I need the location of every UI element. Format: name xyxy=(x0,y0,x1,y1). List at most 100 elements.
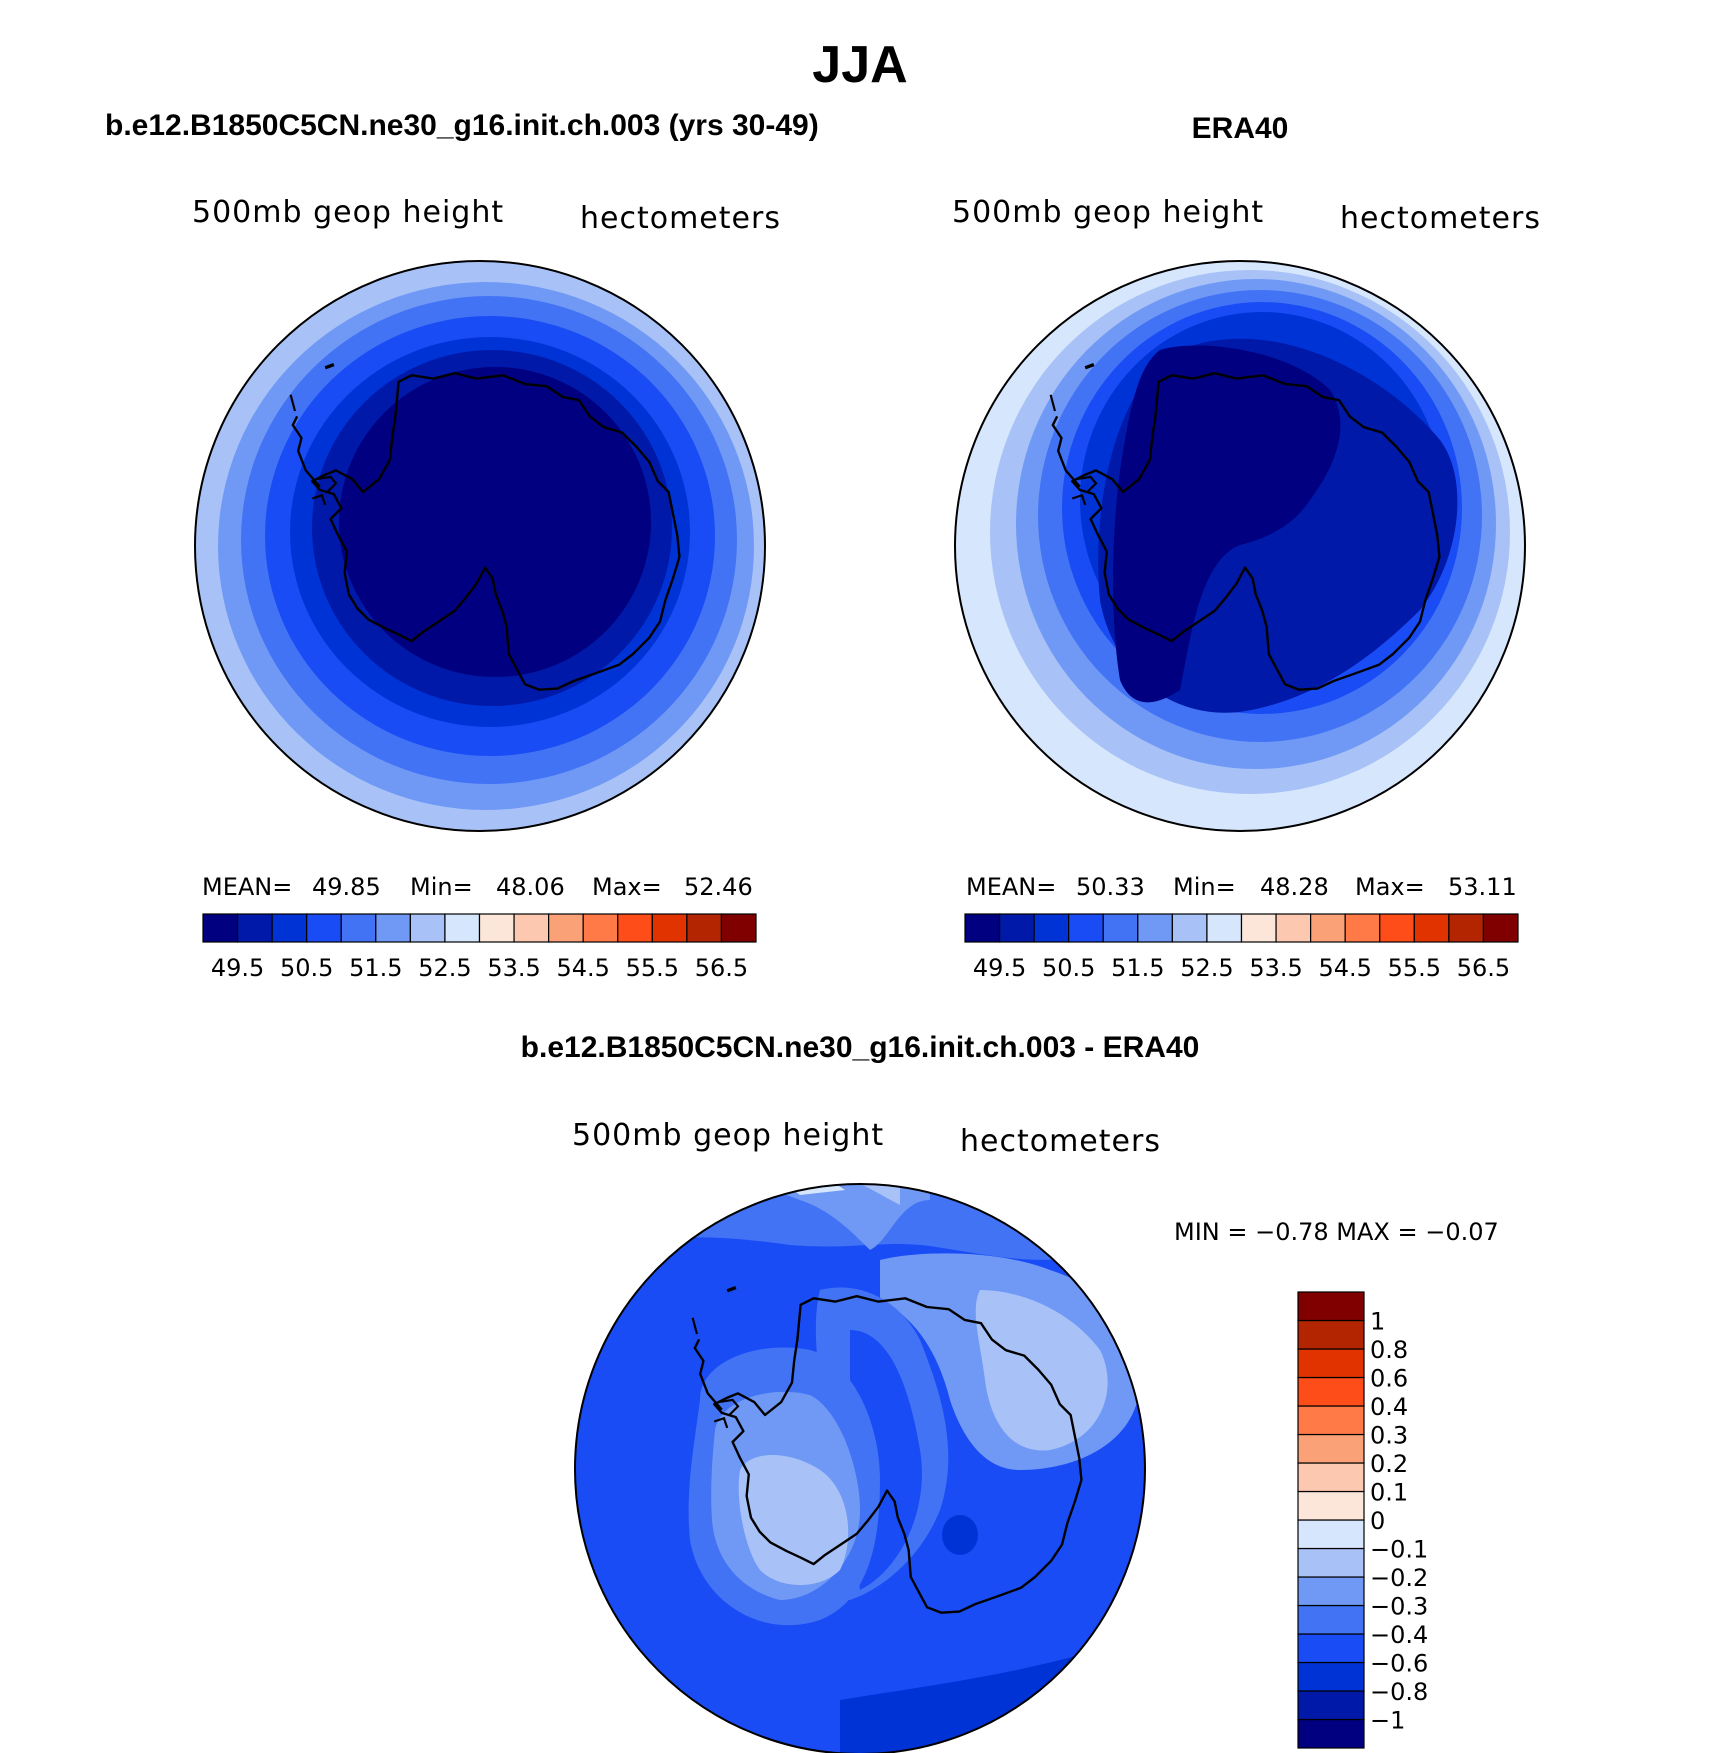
panel-diff-colorbar-tick-label: 0.1 xyxy=(1370,1479,1408,1507)
panel-diff-units-label: hectometers xyxy=(960,1124,1161,1159)
panel-diff-colorbar-tick-label: −0.6 xyxy=(1370,1650,1428,1678)
panel-obs-colorbar-swatch xyxy=(1102,913,1139,943)
panel-obs-colorbar-tick-label: 49.5 xyxy=(973,954,1026,982)
panel-obs-colorbar-swatch xyxy=(1379,913,1415,943)
panel-obs: ERA40 500mb geop height hectometers MEAN… xyxy=(952,112,1541,982)
panel-obs-colorbar-swatch xyxy=(1240,913,1277,943)
panel-obs-variable-label: 500mb geop height xyxy=(952,195,1264,230)
panel-obs-colorbar-swatch xyxy=(1068,913,1104,943)
panel-model-mean-value: 49.85 xyxy=(312,873,381,901)
panel-obs-colorbar-swatch xyxy=(1171,913,1208,943)
panel-obs-map xyxy=(955,261,1525,831)
panel-model-colorbar-tick-label: 53.5 xyxy=(487,954,540,982)
panel-obs-colorbar-swatch xyxy=(1275,913,1312,943)
panel-obs-colorbar-swatch xyxy=(1310,913,1346,943)
panel-model-min-label: Min= xyxy=(410,873,473,901)
panel-diff-colorbar-swatch xyxy=(1297,1376,1365,1407)
panel-obs-mean-label: MEAN= xyxy=(966,873,1056,901)
panel-diff: b.e12.B1850C5CN.ne30_g16.init.ch.003 - E… xyxy=(521,1031,1499,1753)
panel-obs-colorbar-tick-label: 52.5 xyxy=(1180,954,1233,982)
panel-diff-colorbar-swatch xyxy=(1297,1433,1365,1464)
panel-model-colorbar-tick-label: 51.5 xyxy=(349,954,402,982)
panel-obs-colorbar-swatch xyxy=(1448,913,1485,943)
panel-diff-colorbar-swatch xyxy=(1297,1319,1365,1350)
panel-model-colorbar-swatch xyxy=(686,913,723,943)
panel-obs-colorbar-swatch xyxy=(1344,913,1381,943)
panel-model-map-border xyxy=(194,260,766,832)
panel-model-colorbar-swatch xyxy=(340,913,377,943)
panel-diff-variable-label: 500mb geop height xyxy=(572,1118,884,1153)
panel-diff-colorbar-swatch xyxy=(1297,1547,1365,1578)
figure-title: JJA xyxy=(812,36,907,94)
panel-obs-max-label: Max= xyxy=(1355,873,1425,901)
panel-model-colorbar-swatch xyxy=(375,913,411,943)
panel-diff-colorbar-swatch xyxy=(1297,1462,1365,1493)
panel-diff-colorbar-swatch xyxy=(1297,1348,1365,1379)
panel-diff-title: b.e12.B1850C5CN.ne30_g16.init.ch.003 - E… xyxy=(521,1031,1200,1064)
panel-obs-colorbar-swatch xyxy=(1033,913,1070,943)
panel-diff-colorbar-swatch xyxy=(1297,1604,1365,1635)
panel-diff-colorbar-swatch xyxy=(1297,1690,1365,1721)
panel-diff-colorbar-tick-label: −1 xyxy=(1370,1707,1405,1735)
panel-model-colorbar-swatch xyxy=(306,913,342,943)
panel-diff-colorbar-swatch xyxy=(1297,1291,1365,1322)
panel-model-colorbar-swatch xyxy=(202,913,239,943)
panel-diff-minmax: MIN = −0.78 MAX = −0.07 xyxy=(1174,1218,1499,1246)
panel-model-map xyxy=(195,261,765,831)
panel-model-colorbar-tick-label: 52.5 xyxy=(418,954,471,982)
panel-obs-stats: MEAN= 50.33 Min= 48.28 Max= 53.11 xyxy=(966,873,1517,901)
panel-obs-colorbar-tick-label: 50.5 xyxy=(1042,954,1095,982)
panel-model-stats: MEAN= 49.85 Min= 48.06 Max= 52.46 xyxy=(202,873,753,901)
panel-obs-colorbar-tick-label: 51.5 xyxy=(1111,954,1164,982)
panel-model-colorbar-tick-label: 49.5 xyxy=(211,954,264,982)
panel-model-colorbar-swatch xyxy=(720,913,757,943)
panel-obs-max-value: 53.11 xyxy=(1448,873,1517,901)
panel-diff-colorbar-swatch xyxy=(1297,1576,1365,1607)
panel-model-max-label: Max= xyxy=(592,873,662,901)
panel-diff-colorbar-tick-label: −0.1 xyxy=(1370,1536,1428,1564)
panel-obs-colorbar-swatch xyxy=(964,913,1001,943)
panel-diff-colorbar-tick-label: −0.4 xyxy=(1370,1621,1428,1649)
panel-model-colorbar-swatch xyxy=(582,913,619,943)
panel-model-title: b.e12.B1850C5CN.ne30_g16.init.ch.003 (yr… xyxy=(105,109,819,142)
panel-obs-min-value: 48.28 xyxy=(1260,873,1329,901)
panel-model-colorbar-swatch xyxy=(236,913,273,943)
panel-obs-colorbar-swatch xyxy=(1482,913,1519,943)
panel-model: b.e12.B1850C5CN.ne30_g16.init.ch.003 (yr… xyxy=(105,109,819,982)
panel-diff-colorbar-tick-label: 0 xyxy=(1370,1507,1385,1535)
panel-model-colorbar-swatch xyxy=(548,913,584,943)
panel-model-colorbar-swatch xyxy=(409,913,446,943)
panel-model-colorbar-swatch xyxy=(271,913,308,943)
panel-diff-colorbar-tick-label: 0.6 xyxy=(1370,1365,1408,1393)
panel-diff-colorbar: −1−0.8−0.6−0.4−0.3−0.2−0.100.10.20.30.40… xyxy=(1297,1291,1428,1749)
panel-diff-colorbar-tick-label: −0.3 xyxy=(1370,1593,1428,1621)
panel-obs-map-border xyxy=(954,260,1526,832)
panel-obs-colorbar-tick-label: 53.5 xyxy=(1249,954,1302,982)
panel-diff-map-border xyxy=(574,1183,1146,1753)
panel-diff-colorbar-tick-label: 0.3 xyxy=(1370,1422,1408,1450)
panel-model-colorbar-swatch xyxy=(478,913,515,943)
panel-diff-colorbar-tick-label: 0.8 xyxy=(1370,1336,1408,1364)
panel-obs-mean-value: 50.33 xyxy=(1076,873,1145,901)
panel-obs-colorbar-tick-label: 55.5 xyxy=(1388,954,1441,982)
panel-diff-colorbar-tick-label: −0.8 xyxy=(1370,1678,1428,1706)
panel-model-colorbar-tick-label: 50.5 xyxy=(280,954,333,982)
panel-obs-min-label: Min= xyxy=(1173,873,1236,901)
panel-model-colorbar-swatch xyxy=(513,913,550,943)
panel-diff-map xyxy=(575,1184,1145,1753)
panel-obs-units-label: hectometers xyxy=(1340,201,1541,236)
panel-model-colorbar-tick-label: 56.5 xyxy=(695,954,748,982)
panel-diff-colorbar-tick-label: −0.2 xyxy=(1370,1564,1428,1592)
panel-obs-colorbar-swatch xyxy=(1206,913,1243,943)
panel-model-variable-label: 500mb geop height xyxy=(192,195,504,230)
panel-model-colorbar-swatch xyxy=(444,913,481,943)
panel-model-mean-label: MEAN= xyxy=(202,873,292,901)
panel-model-min-value: 48.06 xyxy=(496,873,565,901)
panel-obs-title: ERA40 xyxy=(1192,112,1289,145)
panel-diff-colorbar-swatch xyxy=(1297,1405,1365,1436)
panel-model-units-label: hectometers xyxy=(580,201,781,236)
panel-obs-colorbar-swatch xyxy=(998,913,1035,943)
panel-diff-colorbar-swatch xyxy=(1297,1490,1365,1521)
panel-obs-colorbar-tick-label: 56.5 xyxy=(1457,954,1510,982)
panel-model-colorbar-swatch xyxy=(617,913,653,943)
